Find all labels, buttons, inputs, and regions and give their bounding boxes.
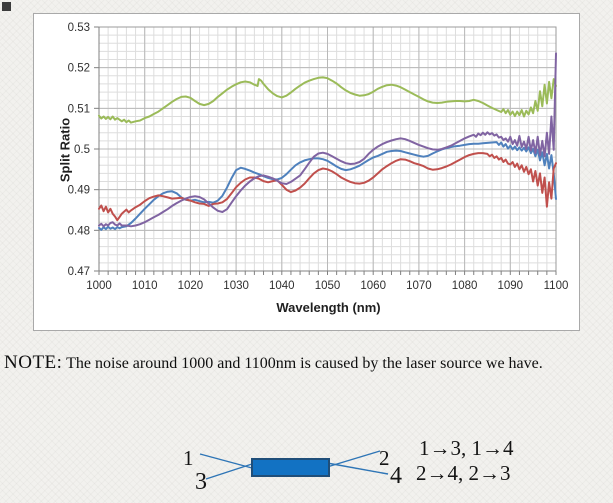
y-axis-title: Split Ratio: [57, 117, 73, 183]
coupler-svg: [199, 450, 389, 480]
svg-text:1080: 1080: [452, 280, 478, 292]
svg-text:0.49: 0.49: [68, 185, 90, 197]
split-ratio-chart-svg: 0.53 0.52 0.51 0.5 0.49 0.48 0.47 1000 1010 1020 1…: [68, 22, 569, 292]
svg-text:0.48: 0.48: [68, 225, 90, 237]
note-text: The noise around 1000 and 1100nm is caus…: [62, 355, 543, 372]
port-mapping-line-2: 2→4, 2→3: [416, 461, 511, 485]
fiber-line-port4: [326, 462, 389, 475]
svg-text:0.52: 0.52: [68, 63, 90, 75]
svg-text:0.51: 0.51: [68, 103, 90, 115]
svg-text:1060: 1060: [360, 280, 386, 292]
svg-text:0.47: 0.47: [68, 266, 90, 278]
series-purple: [98, 52, 557, 228]
series-green: [98, 76, 557, 124]
note-paragraph: NOTE: The noise around 1000 and 1100nm i…: [4, 352, 610, 374]
port-label-1: 1: [183, 446, 194, 470]
series-red: [98, 152, 557, 222]
svg-text:1020: 1020: [178, 280, 204, 292]
port-label-3: 3: [195, 469, 207, 495]
port-mapping-line-1: 1→3, 1→4: [419, 436, 514, 460]
fiber-line-port1: [199, 453, 253, 469]
svg-text:1010: 1010: [132, 280, 158, 292]
bullet-square: [2, 2, 11, 11]
svg-text:1100: 1100: [544, 280, 569, 292]
svg-text:1050: 1050: [315, 280, 341, 292]
coupler-rect: [251, 458, 330, 477]
split-ratio-chart: 0.53 0.52 0.51 0.5 0.49 0.48 0.47 1000 1010 1020 1…: [33, 13, 580, 331]
svg-text:1090: 1090: [498, 280, 524, 292]
svg-text:0.5: 0.5: [74, 144, 90, 156]
svg-text:1070: 1070: [406, 280, 432, 292]
port-label-4: 4: [390, 463, 402, 489]
port-label-2: 2: [379, 446, 390, 470]
svg-text:1030: 1030: [223, 280, 249, 292]
x-axis-title: Wavelength (nm): [276, 300, 381, 315]
note-label: NOTE:: [4, 352, 63, 373]
svg-text:1000: 1000: [86, 280, 112, 292]
fiber-line-port3: [205, 463, 253, 480]
coupler-diagram: 1 3 2 4 1→3, 1→4 2→4, 2→3: [0, 420, 613, 503]
svg-text:1040: 1040: [269, 280, 295, 292]
svg-text:0.53: 0.53: [68, 22, 90, 34]
series-blue: [98, 141, 557, 231]
